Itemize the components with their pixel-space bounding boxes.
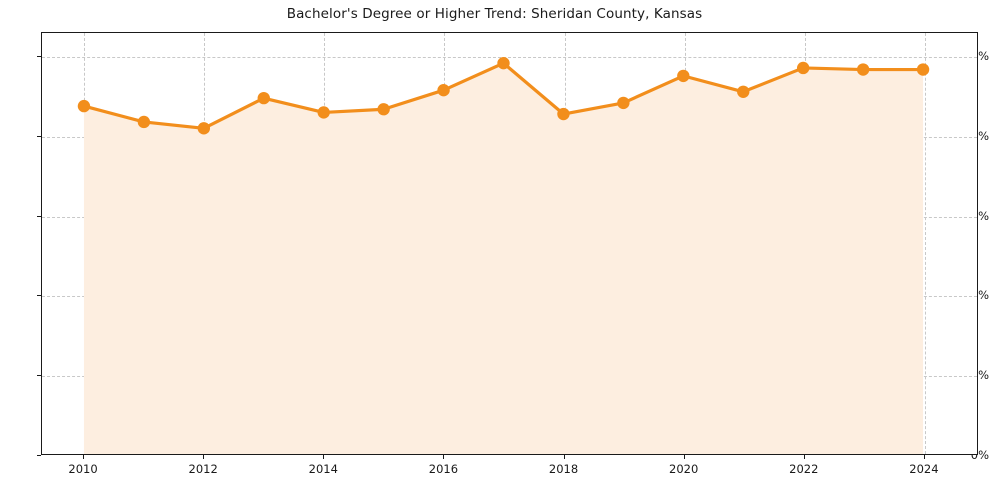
x-tick-label: 2012 (188, 462, 218, 476)
data-point-2017 (497, 57, 510, 70)
x-tick-mark (803, 455, 805, 459)
y-tick-mark (37, 375, 41, 377)
x-tick-mark (923, 455, 925, 459)
data-point-2011 (137, 115, 151, 129)
x-tick-mark (83, 455, 85, 459)
data-point-2016 (437, 84, 450, 97)
x-tick-mark (683, 455, 685, 459)
data-point-2019 (617, 96, 630, 110)
data-point-2020 (677, 69, 690, 83)
gridline-x-2024 (924, 33, 926, 454)
data-point-2022 (796, 61, 810, 75)
plot-area (41, 32, 978, 455)
data-point-2023 (856, 63, 870, 76)
data-point-2014 (317, 106, 330, 119)
data-point-2013 (257, 91, 270, 105)
x-tick-label: 2010 (68, 462, 98, 476)
x-tick-label: 2016 (428, 462, 459, 476)
data-point-2018 (557, 107, 570, 121)
data-point-markers (77, 57, 930, 135)
area-fill (83, 63, 924, 454)
y-tick-mark (37, 55, 41, 57)
chart-title: Bachelor's Degree or Higher Trend: Sheri… (286, 6, 703, 22)
data-point-2021 (737, 85, 750, 98)
x-tick-mark (443, 455, 445, 459)
data-point-2010 (77, 99, 91, 113)
line-series-bachelors-degree (77, 57, 930, 454)
x-tick-mark (323, 455, 325, 459)
x-tick-mark (203, 455, 205, 459)
data-point-2024 (916, 63, 930, 76)
y-tick-mark (37, 455, 41, 456)
gridline-y-25 (42, 56, 977, 58)
x-tick-mark (563, 455, 565, 459)
x-tick-label: 2014 (308, 462, 338, 476)
x-tick-label: 2020 (669, 462, 699, 476)
data-point-2015 (377, 103, 390, 116)
x-tick-label: 2022 (789, 462, 819, 476)
data-point-2012 (197, 122, 211, 135)
x-tick-label: 2024 (909, 462, 939, 476)
y-tick-mark (37, 295, 41, 297)
y-tick-mark (37, 215, 41, 217)
x-tick-label: 2018 (548, 462, 579, 476)
plot-inner (42, 33, 977, 454)
y-tick-mark (37, 135, 41, 137)
